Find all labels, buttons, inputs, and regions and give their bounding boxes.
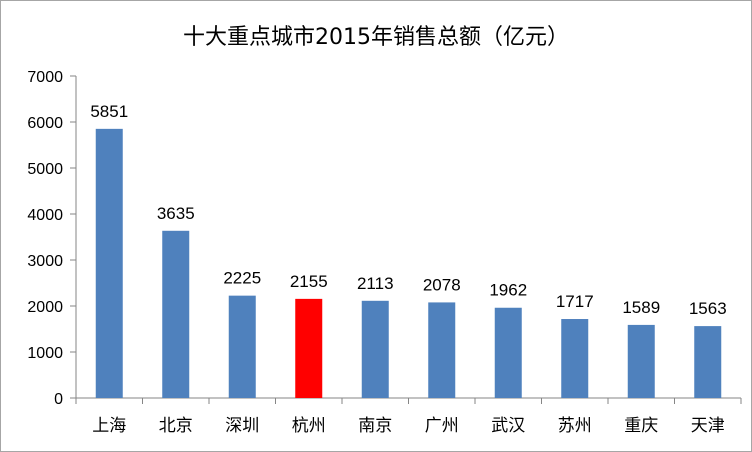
data-label: 3635 (157, 204, 195, 223)
x-tick-label: 天津 (691, 416, 725, 436)
data-label: 1563 (689, 299, 727, 318)
x-tick-label: 杭州 (292, 416, 326, 436)
x-tick-label: 重庆 (624, 416, 658, 436)
bar (95, 128, 123, 398)
bar (428, 302, 456, 398)
y-tick-label: 4000 (27, 207, 63, 224)
data-label: 2113 (357, 274, 394, 293)
data-label: 1962 (489, 281, 527, 300)
x-tick-label: 北京 (159, 416, 193, 436)
y-tick-label: 6000 (27, 115, 63, 132)
y-tick-label: 0 (54, 391, 63, 408)
bar (162, 230, 190, 398)
bar (361, 300, 389, 398)
bar (694, 326, 722, 398)
y-tick-label: 5000 (27, 161, 63, 178)
data-label: 1717 (556, 292, 594, 311)
y-tick-label: 2000 (27, 299, 63, 316)
data-label: 2225 (223, 269, 261, 288)
x-tick-label: 苏州 (558, 416, 592, 436)
data-label: 5851 (90, 102, 128, 121)
y-tick-label: 3000 (27, 253, 63, 270)
bar (494, 307, 522, 398)
data-label: 2155 (290, 272, 328, 291)
x-tick-label: 武汉 (491, 416, 525, 436)
y-tick-label: 1000 (27, 345, 63, 362)
bar (627, 324, 655, 398)
bar (228, 295, 256, 398)
y-tick-label: 7000 (27, 69, 63, 86)
x-tick-label: 广州 (425, 416, 459, 436)
x-tick-label: 南京 (358, 416, 392, 436)
bar (561, 319, 589, 398)
chart-title: 十大重点城市2015年销售总额（亿元） (183, 25, 569, 50)
data-label: 1589 (622, 298, 660, 317)
bar (295, 298, 323, 398)
x-tick-label: 深圳 (225, 416, 259, 436)
x-tick-label: 上海 (92, 416, 126, 436)
data-label: 2078 (423, 275, 461, 294)
